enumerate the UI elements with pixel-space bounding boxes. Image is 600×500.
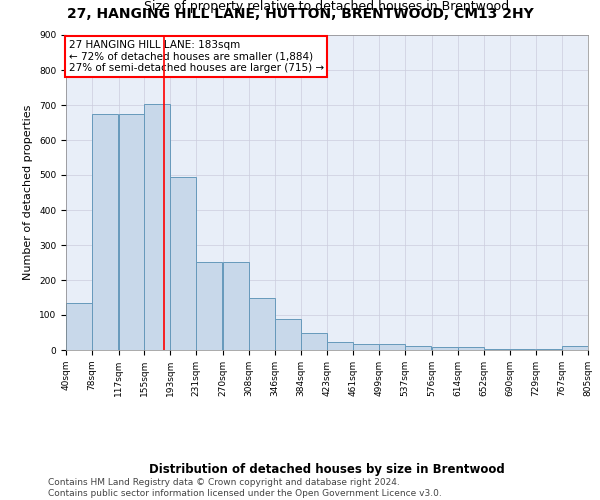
Bar: [223, 262, 249, 350]
Bar: [196, 262, 222, 350]
Bar: [301, 332, 326, 350]
Bar: [432, 347, 458, 350]
Bar: [379, 344, 405, 350]
Bar: [405, 346, 431, 350]
Bar: [66, 304, 92, 350]
Bar: [170, 178, 196, 350]
Bar: [562, 346, 588, 350]
Text: 27 HANGING HILL LANE: 183sqm
← 72% of detached houses are smaller (1,884)
27% of: 27 HANGING HILL LANE: 183sqm ← 72% of de…: [68, 40, 324, 73]
Bar: [145, 104, 170, 350]
Bar: [353, 344, 379, 350]
Text: 27, HANGING HILL LANE, HUTTON, BRENTWOOD, CM13 2HY: 27, HANGING HILL LANE, HUTTON, BRENTWOOD…: [67, 8, 533, 22]
Bar: [458, 347, 484, 350]
Bar: [92, 114, 118, 350]
Title: Size of property relative to detached houses in Brentwood: Size of property relative to detached ho…: [145, 0, 509, 13]
Bar: [249, 298, 275, 350]
Text: Contains HM Land Registry data © Crown copyright and database right 2024.
Contai: Contains HM Land Registry data © Crown c…: [48, 478, 442, 498]
Bar: [328, 342, 353, 350]
Bar: [484, 348, 509, 350]
Bar: [275, 319, 301, 350]
Bar: [119, 114, 145, 350]
X-axis label: Distribution of detached houses by size in Brentwood: Distribution of detached houses by size …: [149, 463, 505, 476]
Y-axis label: Number of detached properties: Number of detached properties: [23, 105, 34, 280]
